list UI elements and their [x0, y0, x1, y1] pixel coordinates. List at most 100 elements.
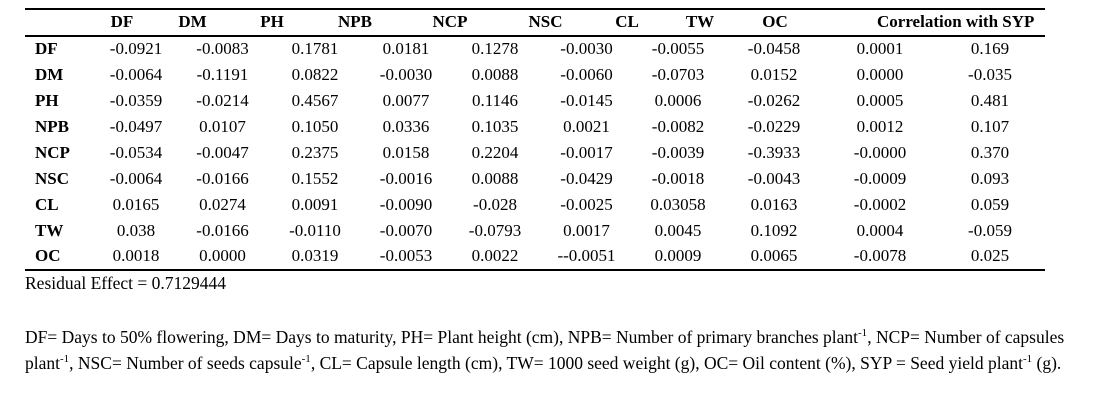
cell: -0.0214	[196, 90, 249, 110]
cell: 0.0012	[856, 116, 904, 136]
cell: 0.0005	[856, 90, 904, 110]
cell: 0.0336	[382, 116, 430, 136]
cell: -0.0793	[468, 220, 522, 240]
table-row: CL 0.0165 0.0274 0.0091 -0.0090 -0.028 -0.0025…	[25, 192, 1045, 218]
cell: --0.0051	[557, 246, 616, 266]
row-label-oc: OC	[35, 246, 61, 266]
cell: -0.059	[968, 220, 1012, 240]
footnote-text: DF= Days to 50% flowering, DM= Days to m…	[25, 324, 1087, 376]
footnote-segment: , CL= Capsule length (cm), TW= 1000 seed…	[310, 353, 1023, 373]
cell: 0.0088	[471, 64, 519, 84]
column-header-npb: NPB	[338, 12, 372, 32]
cell: 0.0163	[750, 194, 798, 214]
corner-cell	[25, 9, 95, 36]
cell: 0.2204	[471, 142, 519, 162]
column-header-correlation-with-syp: Correlation with SYP	[877, 12, 1035, 32]
cell: -0.0017	[560, 142, 613, 162]
cell: -0.0458	[747, 39, 801, 59]
cell: -0.0534	[109, 142, 163, 162]
column-header-nsc: NSC	[528, 12, 563, 32]
cell: -0.0090	[379, 194, 433, 214]
table-row: DF -0.0921 -0.0083 0.1781 0.0181 0.1278 -0.003…	[25, 36, 1045, 62]
cell: -0.0030	[560, 39, 613, 59]
cell: 0.0319	[291, 246, 339, 266]
table-row: NPB -0.0497 0.0107 0.1050 0.0336 0.1035 0.0021…	[25, 114, 1045, 140]
cell: -0.0064	[109, 168, 163, 188]
footnote-segment: , NSC= Number of seeds capsule	[69, 353, 302, 373]
table-row: TW 0.038 -0.0166 -0.0110 -0.0070 -0.0793 0.001…	[25, 218, 1045, 244]
column-header-df: DF	[110, 12, 134, 32]
cell: 0.1781	[291, 39, 339, 59]
cell: 0.038	[116, 220, 156, 240]
cell: 0.0001	[856, 39, 904, 59]
footnote-segment: DF= Days to 50% flowering, DM= Days to m…	[25, 327, 859, 347]
row-label-tw: TW	[35, 220, 64, 240]
row-label-dm: DM	[35, 64, 64, 84]
table-row: PH -0.0359 -0.0214 0.4567 0.0077 0.1146 -0.014…	[25, 88, 1045, 114]
cell: -0.0039	[651, 142, 705, 162]
cell: 0.1146	[471, 90, 519, 110]
cell: -0.035	[968, 64, 1012, 84]
cell: 0.0004	[856, 220, 904, 240]
cell: 0.0017	[563, 220, 610, 240]
table-row: DM -0.0064 -0.1191 0.0822 -0.0030 0.0088 -0.00…	[25, 62, 1045, 88]
cell: -0.0145	[560, 90, 613, 110]
superscript: -1	[1022, 353, 1033, 366]
cell: 0.0822	[291, 64, 339, 84]
cell: -0.0262	[747, 90, 801, 110]
cell: -0.0166	[196, 220, 249, 240]
cell: -0.0018	[651, 168, 705, 188]
cell: 0.0006	[654, 90, 702, 110]
cell: 0.025	[970, 246, 1010, 266]
superscript: -1	[858, 327, 868, 340]
cell: 0.0181	[382, 39, 430, 59]
cell: 0.1278	[471, 39, 519, 59]
cell: 0.1092	[750, 220, 798, 240]
row-label-npb: NPB	[35, 116, 69, 136]
cell: -0.0359	[109, 90, 163, 110]
cell: -0.0070	[379, 220, 433, 240]
cell: 0.370	[970, 142, 1010, 162]
cell: -0.0110	[289, 220, 341, 240]
cell: 0.0274	[199, 194, 246, 214]
cell: 0.0077	[382, 90, 430, 110]
cell: -0.0000	[853, 142, 907, 162]
row-label-ncp: NCP	[35, 142, 70, 162]
row-label-cl: CL	[35, 194, 59, 214]
row-label-ph: PH	[35, 90, 59, 110]
cell: -0.0053	[379, 246, 433, 266]
cell: 0.0022	[471, 246, 519, 266]
cell: 0.1552	[291, 168, 339, 188]
cell: -0.0030	[379, 64, 433, 84]
cell: 0.093	[970, 168, 1010, 188]
cell: 0.059	[970, 194, 1010, 214]
cell: -0.0055	[651, 39, 705, 59]
cell: -0.0429	[560, 168, 613, 188]
path-coefficient-table: DF DM PH NPB NCP NSC CL TW OC Correlation with SY…	[25, 8, 1045, 271]
cell: -0.0060	[560, 64, 613, 84]
footnote-segment: , NCP= Number of capsules plant	[25, 327, 1065, 373]
cell: 0.0000	[199, 246, 246, 266]
superscript: -1	[60, 353, 70, 366]
cell: 0.0088	[471, 168, 519, 188]
cell: 0.0158	[382, 142, 430, 162]
table-body: DF -0.0921 -0.0083 0.1781 0.0181 0.1278 -0.003…	[25, 36, 1045, 270]
cell: 0.0091	[291, 194, 339, 214]
cell: 0.0165	[112, 194, 160, 214]
row-label-df: DF	[35, 39, 58, 59]
cell: -0.0083	[196, 39, 249, 59]
cell: -0.0703	[651, 64, 705, 84]
cell: -0.0082	[651, 116, 705, 136]
cell: 0.481	[970, 90, 1010, 110]
cell: 0.1035	[471, 116, 519, 136]
cell: 0.0045	[654, 220, 702, 240]
column-header-tw: TW	[685, 12, 715, 32]
cell: 0.03058	[650, 194, 706, 214]
row-label-nsc: NSC	[35, 168, 70, 188]
column-header-oc: OC	[762, 12, 788, 32]
cell: -0.028	[473, 194, 517, 214]
cell: 0.0000	[856, 64, 904, 84]
cell: -0.0043	[747, 168, 801, 188]
table-row: NSC -0.0064 -0.0166 0.1552 -0.0016 0.0088 -0.0…	[25, 166, 1045, 192]
